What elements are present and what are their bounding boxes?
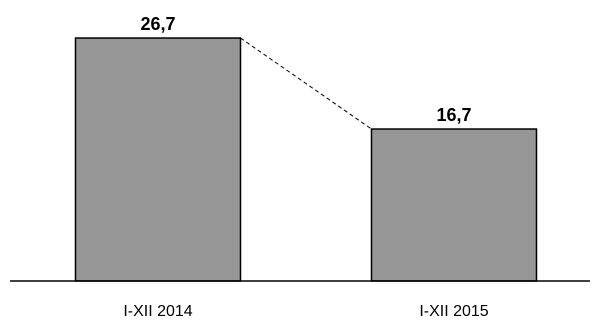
bar-2	[370, 128, 538, 282]
bars-group	[74, 37, 538, 282]
labels-group: 26,7 I-XII 2014 16,7 I-XII 2015	[123, 14, 488, 320]
data-label-1: 26,7	[140, 14, 175, 34]
connector-group	[240, 37, 372, 130]
data-label-2: 16,7	[436, 105, 471, 125]
category-label-2: I-XII 2015	[419, 303, 488, 320]
connector-line-1	[240, 37, 372, 130]
category-label-1: I-XII 2014	[123, 303, 192, 320]
bar-1	[74, 37, 242, 282]
